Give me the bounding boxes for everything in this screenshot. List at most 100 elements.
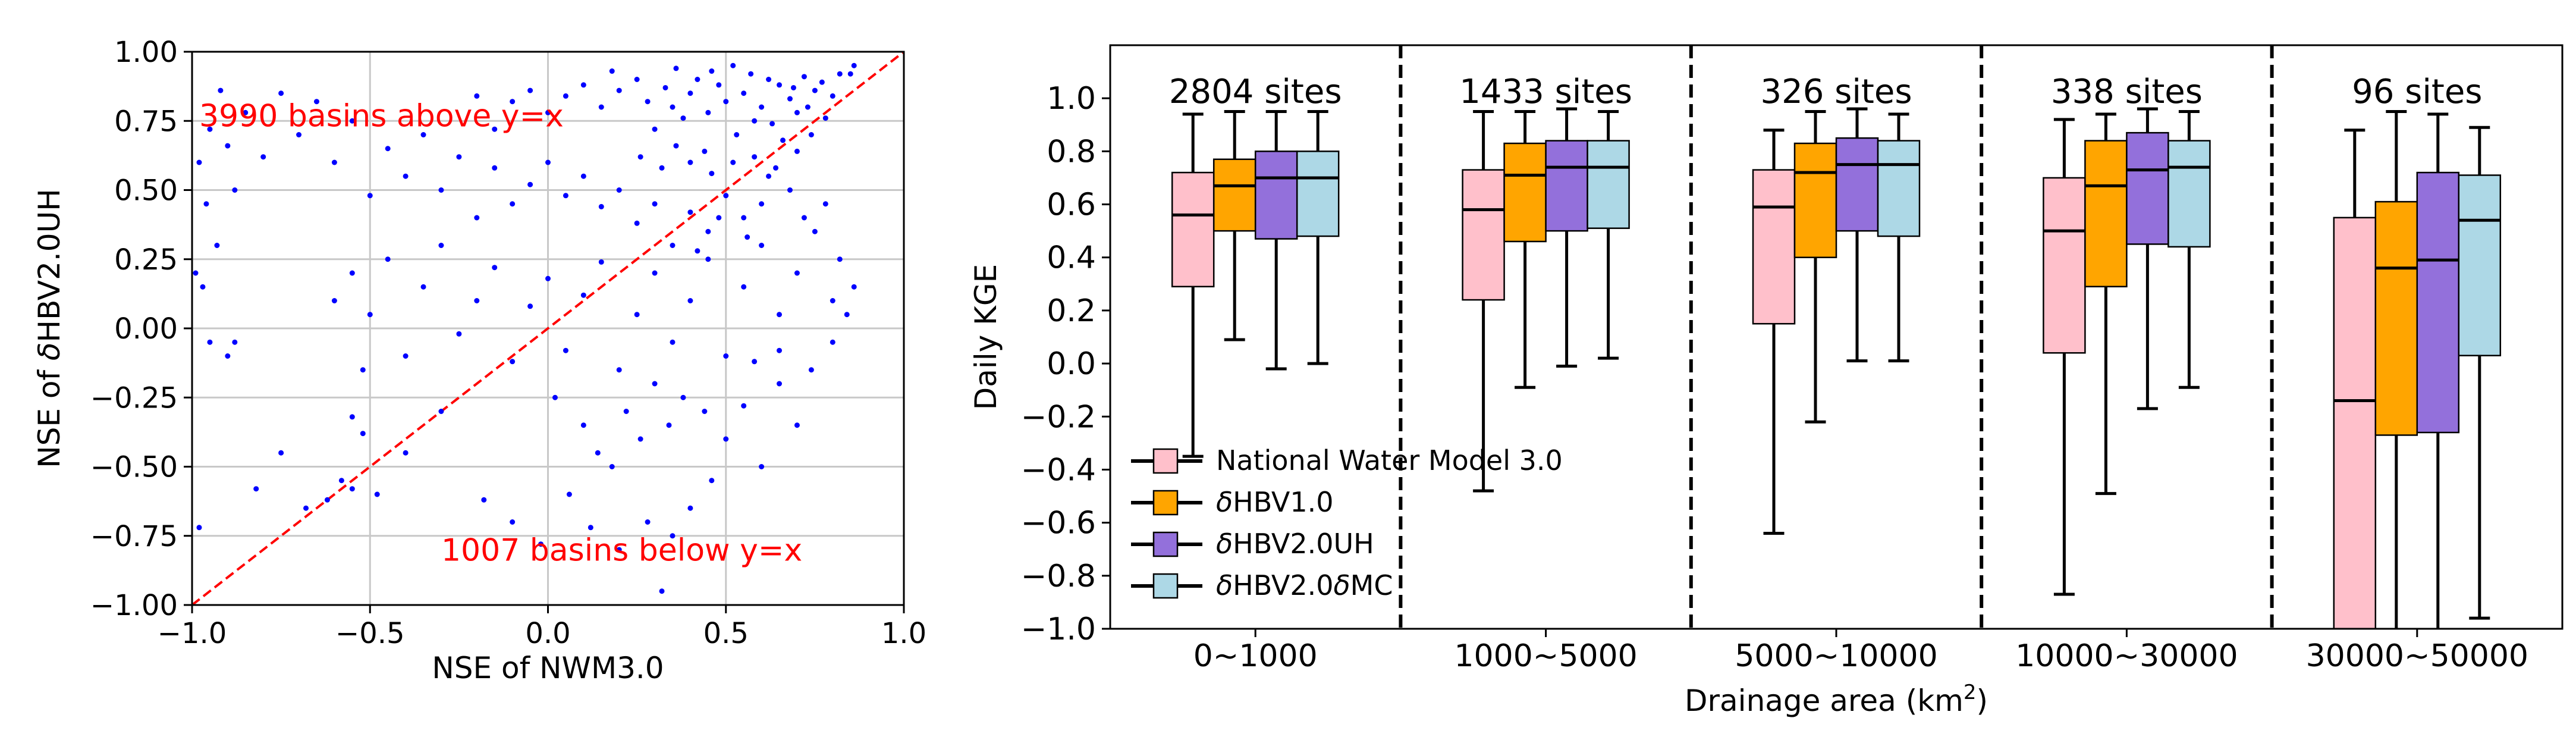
scatter-point-19 — [790, 84, 796, 90]
scatter-point-35 — [545, 109, 551, 115]
scatter-point-52 — [723, 193, 729, 199]
scatter-reference-line — [191, 51, 905, 606]
scatter-x-ticks: −1.0 −0.5 0.0 0.5 1.0 — [158, 605, 926, 650]
scatter-point-170 — [808, 367, 814, 373]
legend-swatch-3 — [1152, 573, 1179, 599]
box-1-0 — [1462, 109, 1505, 493]
scatter-y-tick-label-8: 1.00 — [114, 36, 178, 69]
scatter-point-97 — [403, 353, 409, 359]
box-4-0 — [2333, 128, 2377, 630]
scatter-point-179 — [609, 68, 615, 74]
scatter-point-65 — [492, 165, 498, 171]
scatter-point-173 — [851, 284, 857, 290]
box-body-0-1 — [1212, 158, 1256, 232]
box-2-1 — [1793, 109, 1837, 424]
scatter-point-147 — [687, 505, 693, 511]
scatter-y-tick-label-6: 0.50 — [114, 174, 178, 208]
legend-swatch-2 — [1152, 531, 1179, 557]
scatter-point-9 — [723, 99, 729, 105]
legend-item-0: National Water Model 3.0 — [1131, 444, 1563, 476]
scatter-point-54 — [687, 209, 693, 215]
box-1-3 — [1587, 109, 1630, 360]
scatter-y-ticks: −1.00 −0.75 −0.50 −0.25 0.00 0.25 0.50 0.75 1.00 — [90, 36, 192, 622]
scatter-point-148 — [670, 533, 676, 539]
scatter-point-15 — [734, 132, 740, 137]
scatter-point-130 — [680, 394, 686, 400]
scatter-point-1 — [759, 104, 765, 110]
scatter-point-125 — [787, 187, 793, 193]
boxplot-boxes — [1171, 107, 2502, 630]
scatter-point-122 — [837, 256, 843, 262]
scatter-point-94 — [360, 367, 366, 373]
legend-swatch-1 — [1152, 490, 1179, 516]
scatter-point-6 — [766, 77, 772, 82]
scatter-point-48 — [659, 165, 665, 171]
scatter-point-66 — [474, 215, 480, 221]
box-body-1-3 — [1587, 140, 1630, 229]
scatter-point-30 — [634, 77, 640, 82]
scatter-x-axis-label: NSE of NWM3.0 — [432, 651, 664, 685]
box-y-tick-label-0: −1.0 — [1021, 612, 1096, 647]
scatter-point-103 — [510, 359, 516, 365]
scatter-point-166 — [303, 505, 309, 511]
scatter-point-139 — [552, 394, 558, 400]
box-y-tick-label-7: 0.4 — [1047, 240, 1096, 276]
scatter-point-77 — [278, 90, 284, 96]
box-4-3 — [2458, 126, 2502, 620]
scatter-point-101 — [474, 298, 480, 303]
scatter-point-176 — [730, 62, 736, 68]
scatter-point-82 — [196, 159, 202, 165]
scatter-point-12 — [670, 104, 676, 110]
scatter-point-171 — [830, 339, 835, 345]
box-3-0 — [2043, 118, 2086, 596]
legend-label-part-3-1: HBV2.0 — [1233, 569, 1333, 601]
site-count-1: 1433 sites — [1459, 73, 1632, 111]
box-body-1-1 — [1503, 142, 1547, 243]
boxplot-x-axis-label-suffix: ) — [1977, 684, 1988, 718]
boxplot-x-axis-label: Drainage area (km2) — [1685, 681, 1988, 718]
scatter-point-169 — [777, 347, 783, 353]
scatter-point-27 — [680, 115, 686, 121]
scatter-point-134 — [623, 409, 629, 414]
scatter-point-160 — [278, 450, 284, 456]
boxplot-x-axis-label-superscript: 2 — [1964, 681, 1977, 704]
boxplot-site-counts: 2804 sites 1433 sites 326 sites 338 sites 96… — [1169, 73, 2483, 111]
scatter-point-120 — [812, 228, 818, 234]
scatter-point-128 — [716, 215, 722, 221]
scatter-point-131 — [666, 422, 672, 428]
scatter-point-90 — [225, 353, 231, 359]
scatter-point-137 — [580, 422, 586, 428]
scatter-points — [193, 62, 857, 594]
box-y-tick-label-8: 0.6 — [1047, 187, 1096, 223]
scatter-point-145 — [794, 422, 800, 428]
box-x-tick-label-4: 30000~50000 — [2306, 638, 2528, 674]
scatter-point-69 — [420, 132, 426, 137]
scatter-point-138 — [566, 491, 572, 497]
scatter-point-3 — [794, 109, 800, 115]
boxplot-panel: 2804 sites 1433 sites 326 sites 338 sites 96… — [969, 44, 2564, 718]
scatter-y-tick-label-7: 0.75 — [114, 105, 178, 138]
scatter-point-144 — [777, 381, 783, 387]
scatter-point-10 — [705, 109, 711, 115]
box-0-0 — [1171, 112, 1215, 458]
scatter-point-45 — [709, 171, 715, 177]
box-0-2 — [1254, 109, 1298, 371]
scatter-point-104 — [527, 303, 533, 309]
legend-label-part-3-0: δ — [1216, 569, 1233, 601]
scatter-point-73 — [349, 118, 355, 124]
scatter-point-11 — [687, 90, 693, 96]
box-y-tick-label-5: 0.0 — [1047, 346, 1096, 382]
scatter-y-axis-label-rest: HBV2.0UH — [32, 189, 67, 342]
scatter-point-86 — [214, 243, 220, 248]
box-body-1-0 — [1462, 169, 1505, 301]
scatter-point-157 — [403, 450, 409, 456]
scatter-point-4 — [812, 87, 818, 93]
scatter-point-91 — [232, 339, 238, 345]
scatter-point-26 — [695, 77, 700, 82]
boxplot-y-ticks: −1.0 −0.8 −0.6 −0.4 −0.2 0.0 0.2 0.4 0.6 0.8 1.0 — [1021, 81, 1110, 647]
scatter-annotation-1: 1007 basins below y=x — [441, 533, 802, 569]
site-count-0: 2804 sites — [1169, 73, 1342, 111]
scatter-point-168 — [752, 359, 758, 365]
scatter-point-99 — [438, 243, 444, 248]
scatter-point-133 — [637, 436, 643, 442]
